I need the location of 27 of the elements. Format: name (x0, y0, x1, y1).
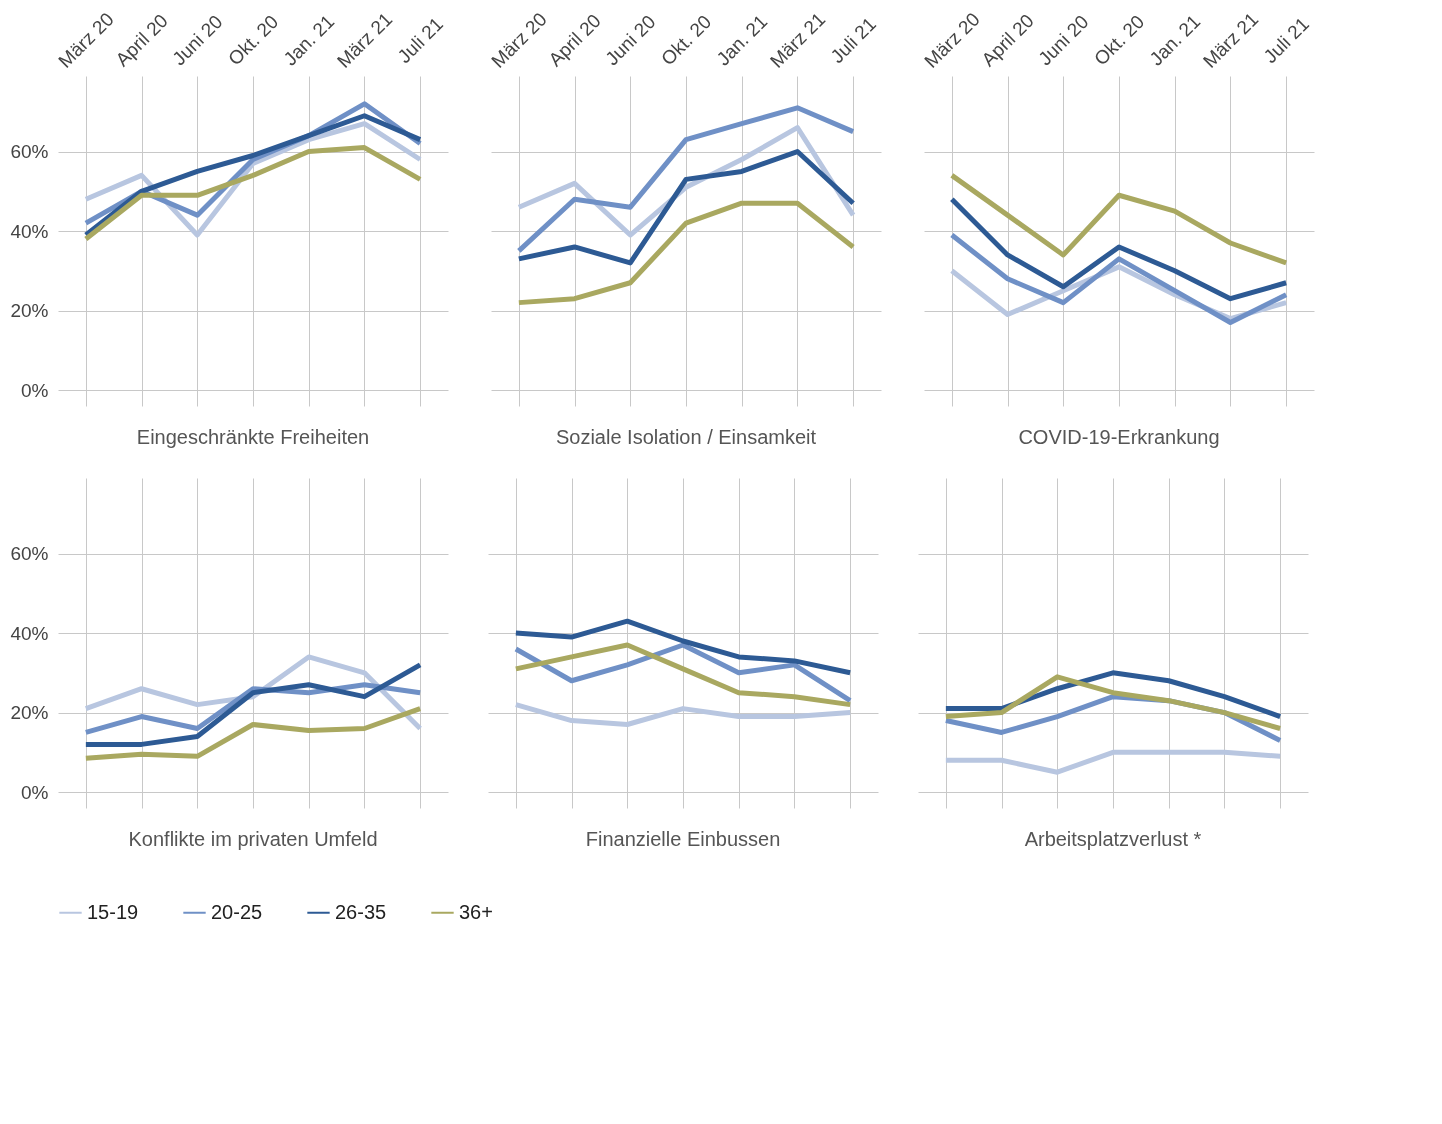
x-tick-label: Okt. 20 (224, 11, 283, 70)
text: Arbeitsplatzverlust * (1024, 828, 1202, 850)
y-tick-label: 0% (21, 781, 49, 803)
text: Konflikte im privaten Umfeld (128, 828, 378, 850)
y-tick-label: 40% (10, 622, 49, 644)
x-tick-label: Juli 21 (826, 13, 881, 67)
x-tick-label: Juni 20 (168, 11, 227, 70)
x-tick-label: Juni 20 (1034, 11, 1093, 70)
x-tick-label: Juli 21 (393, 13, 448, 67)
text: Finanzielle Einbussen (585, 828, 781, 850)
text: Soziale Isolation / Einsamkeit (555, 426, 817, 448)
text: COVID-19-Erkrankung (1018, 426, 1220, 448)
legend-label: 20-25 (211, 900, 263, 923)
x-tick-label: Okt. 20 (657, 11, 716, 70)
x-tick-label: Okt. 20 (1090, 11, 1149, 70)
legend-label: 26-35 (335, 900, 387, 923)
legend-label: 15-19 (87, 900, 139, 923)
y-tick-label: 0% (21, 379, 49, 401)
y-tick-label: 20% (10, 300, 49, 322)
y-tick-label: 60% (10, 543, 49, 565)
legend-label: 36+ (459, 900, 493, 923)
x-tick-label: Juli 21 (1259, 13, 1314, 67)
text: Eingeschränkte Freiheiten (136, 426, 370, 448)
y-tick-label: 20% (10, 702, 49, 724)
y-tick-label: 40% (10, 220, 49, 242)
x-tick-label: Juni 20 (601, 11, 660, 70)
y-tick-label: 60% (10, 141, 49, 163)
